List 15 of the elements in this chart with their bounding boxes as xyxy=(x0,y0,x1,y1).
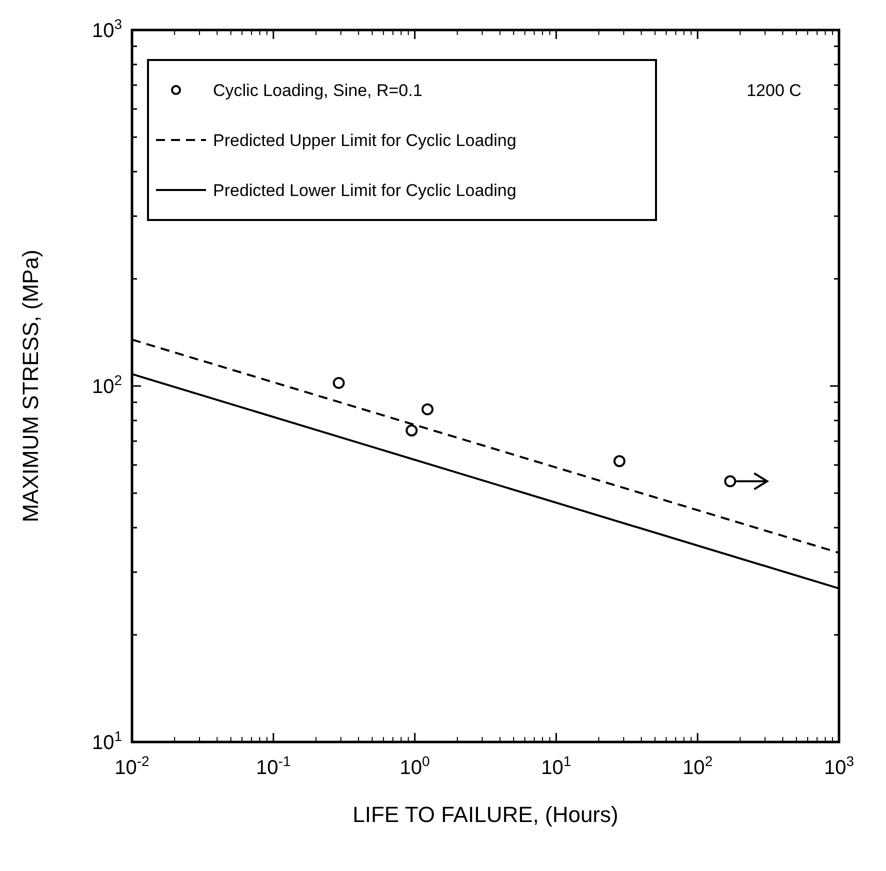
annotation: 1200 C xyxy=(746,81,802,100)
x-tick-label: 10$^{1}$ xyxy=(541,753,572,779)
legend-label: Cyclic Loading, Sine, R=0.1 xyxy=(213,81,422,100)
x-tick-label: 10$^{-2}$ xyxy=(114,753,150,779)
x-tick-label: 10$^{3}$ xyxy=(824,753,854,779)
legend-label: Predicted Upper Limit for Cyclic Loading xyxy=(213,131,516,150)
y-axis-title: MAXIMUM STRESS, (MPa) xyxy=(18,250,43,522)
x-tick-label: 10$^{2}$ xyxy=(682,753,713,779)
x-tick-label: 10$^{-1}$ xyxy=(256,753,291,779)
y-tick-label: 10$^{2}$ xyxy=(92,372,122,398)
y-tick-label: 10$^{3}$ xyxy=(92,16,122,42)
y-tick-label: 10$^{1}$ xyxy=(92,728,122,754)
x-tick-label: 10$^{0}$ xyxy=(400,753,430,779)
legend-label: Predicted Lower Limit for Cyclic Loading xyxy=(213,181,516,200)
x-axis-title: LIFE TO FAILURE, (Hours) xyxy=(352,802,618,827)
